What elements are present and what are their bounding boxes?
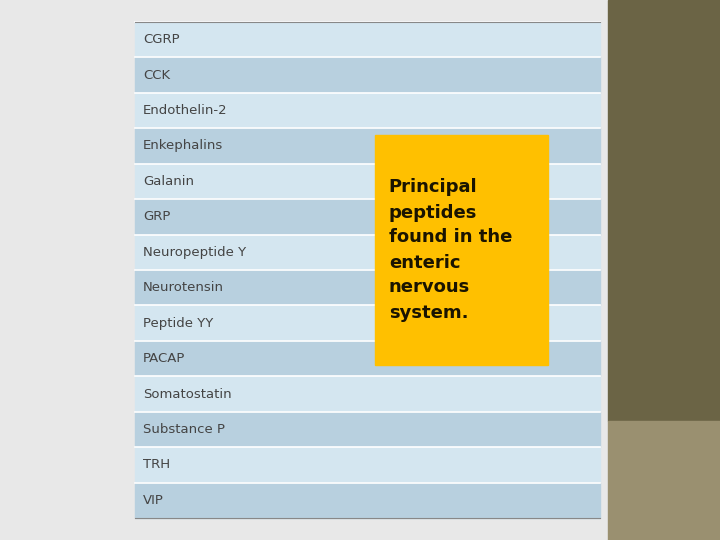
Text: Substance P: Substance P [143,423,225,436]
Bar [135,411,600,447]
Bar [135,57,600,93]
Text: VIP: VIP [143,494,164,507]
Text: TRH: TRH [143,458,170,471]
Bar [375,135,548,365]
Bar [135,306,600,341]
Bar [135,341,600,376]
Bar [135,447,600,483]
Bar [608,421,720,540]
Bar [0,0,608,540]
Text: Somatostatin: Somatostatin [143,388,232,401]
Bar [135,93,600,129]
Text: Galanin: Galanin [143,175,194,188]
Bar [135,199,600,234]
Text: Enkephalins: Enkephalins [143,139,223,152]
Text: PACAP: PACAP [143,352,185,365]
Bar [135,270,600,306]
Bar [135,376,600,411]
Bar [135,129,600,164]
Bar [135,164,600,199]
Text: CGRP: CGRP [143,33,179,46]
Text: Principal
peptides
found in the
enteric
nervous
system.: Principal peptides found in the enteric … [389,179,512,321]
Text: Neurotensin: Neurotensin [143,281,224,294]
Text: Endothelin-2: Endothelin-2 [143,104,228,117]
Text: CCK: CCK [143,69,170,82]
Text: Neuropeptide Y: Neuropeptide Y [143,246,246,259]
Bar [135,22,600,57]
Bar [608,0,720,421]
Text: Peptide YY: Peptide YY [143,316,213,329]
Text: GRP: GRP [143,211,171,224]
Bar [135,234,600,270]
Bar [135,483,600,518]
